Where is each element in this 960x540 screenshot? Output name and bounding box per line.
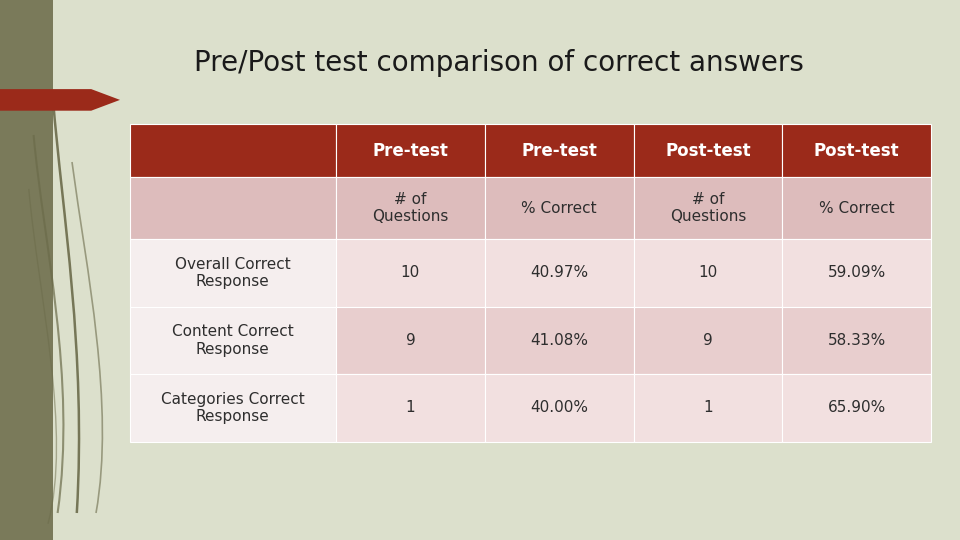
- Text: Pre/Post test comparison of correct answers: Pre/Post test comparison of correct answ…: [194, 49, 804, 77]
- Text: 10: 10: [400, 266, 420, 280]
- Text: 9: 9: [703, 333, 713, 348]
- Bar: [130, 124, 336, 177]
- Bar: [782, 124, 931, 177]
- Bar: [782, 177, 931, 239]
- Text: Post-test: Post-test: [814, 141, 900, 160]
- Text: 59.09%: 59.09%: [828, 266, 886, 280]
- Text: Content Correct
Response: Content Correct Response: [172, 324, 294, 356]
- Bar: [336, 374, 485, 442]
- Text: 40.97%: 40.97%: [530, 266, 588, 280]
- Bar: [336, 239, 485, 307]
- Bar: [485, 307, 634, 374]
- Bar: [485, 374, 634, 442]
- Bar: [634, 374, 782, 442]
- Text: 58.33%: 58.33%: [828, 333, 886, 348]
- Bar: [634, 124, 782, 177]
- Text: 10: 10: [698, 266, 718, 280]
- Bar: [634, 307, 782, 374]
- Bar: [130, 374, 336, 442]
- Text: 40.00%: 40.00%: [530, 401, 588, 415]
- Bar: [485, 124, 634, 177]
- Bar: [782, 307, 931, 374]
- Text: 1: 1: [703, 401, 713, 415]
- Text: 1: 1: [405, 401, 416, 415]
- Polygon shape: [0, 89, 120, 111]
- Text: Post-test: Post-test: [665, 141, 751, 160]
- Text: 65.90%: 65.90%: [828, 401, 886, 415]
- Bar: [634, 239, 782, 307]
- Text: Overall Correct
Response: Overall Correct Response: [175, 256, 291, 289]
- Bar: [336, 177, 485, 239]
- Text: 41.08%: 41.08%: [530, 333, 588, 348]
- Bar: [782, 374, 931, 442]
- Text: Pre-test: Pre-test: [372, 141, 448, 160]
- Bar: [130, 177, 336, 239]
- Text: # of
Questions: # of Questions: [372, 192, 448, 224]
- Bar: [782, 239, 931, 307]
- Text: % Correct: % Correct: [819, 201, 895, 215]
- Bar: [0, 0, 53, 540]
- Text: Pre-test: Pre-test: [521, 141, 597, 160]
- Text: 9: 9: [405, 333, 416, 348]
- Text: % Correct: % Correct: [521, 201, 597, 215]
- Bar: [336, 124, 485, 177]
- Bar: [485, 239, 634, 307]
- Bar: [130, 307, 336, 374]
- Text: Categories Correct
Response: Categories Correct Response: [161, 392, 304, 424]
- Bar: [485, 177, 634, 239]
- Bar: [634, 177, 782, 239]
- Bar: [336, 307, 485, 374]
- Bar: [130, 239, 336, 307]
- Text: # of
Questions: # of Questions: [670, 192, 746, 224]
